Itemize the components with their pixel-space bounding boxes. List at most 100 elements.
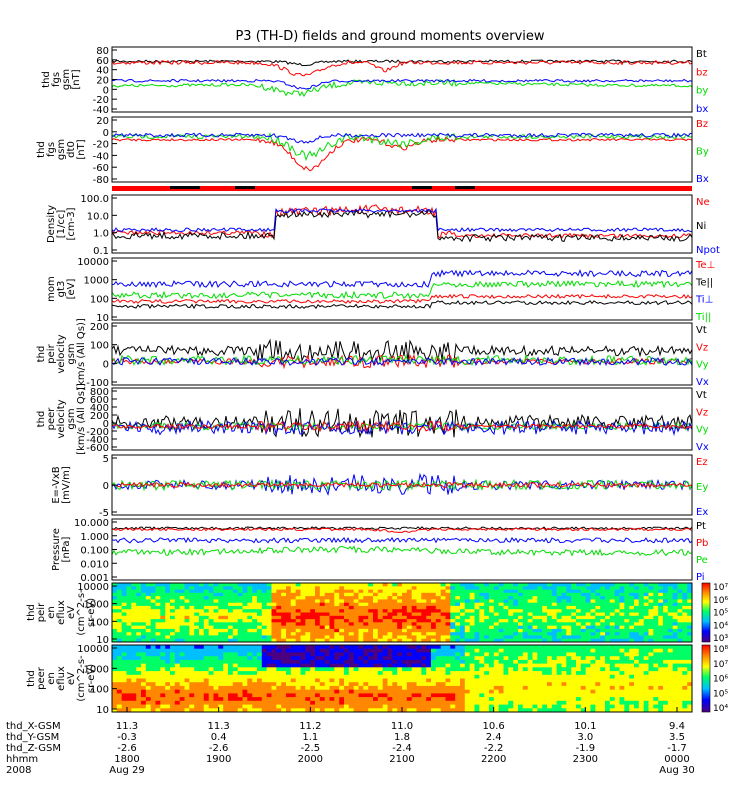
spectrogram-cell: [170, 656, 176, 661]
spectrogram-cell: [228, 652, 234, 657]
spectrogram-cell: [634, 693, 640, 698]
spectrogram-cell: [411, 619, 417, 623]
spectrogram-cell: [392, 615, 398, 620]
spectrogram-cell: [363, 674, 369, 679]
y-tick-label: 10.000: [74, 518, 109, 529]
spectrogram-cell: [179, 609, 185, 613]
spectrogram-cell: [537, 615, 543, 620]
spectrogram-cell: [663, 685, 669, 690]
spectrogram-cell: [271, 704, 277, 709]
spectrogram-cell: [508, 700, 514, 705]
spectrogram-cell: [237, 656, 243, 661]
spectrogram-cell: [126, 583, 132, 587]
spectrogram-cell: [667, 632, 673, 636]
spectrogram-cell: [484, 674, 490, 679]
spectrogram-cell: [648, 700, 654, 705]
spectrogram-cell: [551, 638, 557, 643]
y-tick-label: 0: [103, 419, 109, 430]
spectrogram-cell: [300, 619, 306, 623]
spectrogram-cell: [290, 667, 296, 672]
spectrogram-cell: [300, 612, 306, 617]
x-row-value: 0.4: [211, 732, 227, 743]
spectrogram-cell: [600, 659, 606, 664]
spectrogram-cell: [440, 656, 446, 661]
spectrogram-cell: [609, 678, 615, 683]
spectrogram-cell: [445, 625, 451, 630]
spectrogram-cell: [174, 648, 180, 653]
spectrogram-cell: [493, 678, 499, 683]
spectrogram-cell: [464, 628, 470, 633]
spectrogram-cell: [513, 622, 519, 626]
spectrogram-cell: [455, 678, 461, 683]
spectrogram-cell: [585, 697, 591, 702]
spectrogram-cell: [363, 667, 369, 672]
spectrogram-cell: [402, 671, 408, 676]
spectrogram-cell: [561, 708, 567, 713]
spectrogram-cell: [174, 689, 180, 694]
spectrogram-cell: [585, 693, 591, 698]
spectrogram-cell: [537, 619, 543, 623]
spectrogram-cell: [566, 622, 572, 626]
spectrogram-cell: [431, 645, 437, 650]
spectrogram-cell: [474, 708, 480, 713]
spectrogram-cell: [648, 628, 654, 633]
spectrogram-cell: [638, 667, 644, 672]
spectrogram-cell: [450, 674, 456, 679]
spectrogram-cell: [653, 592, 659, 597]
spectrogram-cell: [116, 652, 122, 657]
legend-entry: Te||: [695, 277, 713, 288]
spectrogram-cell: [131, 583, 137, 587]
spectrogram-cell: [537, 697, 543, 702]
spectrogram-cell: [344, 632, 350, 636]
spectrogram-cell: [576, 583, 582, 587]
y-axis-label: gsm: [66, 343, 77, 364]
legend-entry: Ex: [696, 507, 708, 518]
spectrogram-cell: [141, 599, 147, 604]
spectrogram-cell: [450, 635, 456, 640]
spectrogram-cell: [547, 704, 553, 709]
spectrogram-cell: [595, 635, 601, 640]
spectrogram-cell: [590, 671, 596, 676]
spectrogram-cell: [324, 652, 330, 657]
spectrogram-cell: [402, 652, 408, 657]
spectrogram-cell: [464, 689, 470, 694]
spectrogram-cell: [257, 586, 263, 590]
spectrogram-cell: [667, 697, 673, 702]
spectrogram-cell: [184, 589, 190, 594]
spectrogram-cell: [218, 592, 224, 597]
spectrogram-cell: [112, 700, 118, 705]
spectrogram-cell: [624, 586, 630, 590]
y-axis-label: velocity: [56, 399, 67, 438]
spectrogram-cell: [344, 619, 350, 623]
spectrogram-cell: [566, 605, 572, 610]
spectrogram-cell: [208, 652, 214, 657]
spectrogram-cell: [421, 592, 427, 597]
spectrogram-cell: [648, 583, 654, 587]
spectrogram-cell: [295, 638, 301, 643]
spectrogram-cell: [334, 667, 340, 672]
spectrogram-cell: [561, 628, 567, 633]
spectrogram-cell: [150, 635, 156, 640]
spectrogram-cell: [257, 697, 263, 702]
spectrogram-cell: [165, 708, 171, 713]
spectrogram-cell: [232, 628, 238, 633]
spectrogram-cell: [324, 605, 330, 610]
spectrogram-cell: [300, 592, 306, 597]
spectrogram-cell: [271, 697, 277, 702]
spectrogram-cell: [464, 678, 470, 683]
spectrogram-cell: [358, 638, 364, 643]
spectrogram-cell: [199, 667, 205, 672]
spectrogram-cell: [624, 596, 630, 600]
spectrogram-cell: [498, 602, 504, 607]
spectrogram-cell: [629, 674, 635, 679]
spectrogram-cell: [112, 615, 118, 620]
spectrogram-cell: [450, 638, 456, 643]
spectrogram-cell: [310, 645, 316, 650]
spectrogram-cell: [484, 685, 490, 690]
spectrogram-cell: [609, 693, 615, 698]
spectrogram-cell: [571, 612, 577, 617]
spectrogram-cell: [339, 638, 345, 643]
y-axis-label: Pressure: [51, 528, 62, 571]
spectrogram-cell: [266, 674, 272, 679]
